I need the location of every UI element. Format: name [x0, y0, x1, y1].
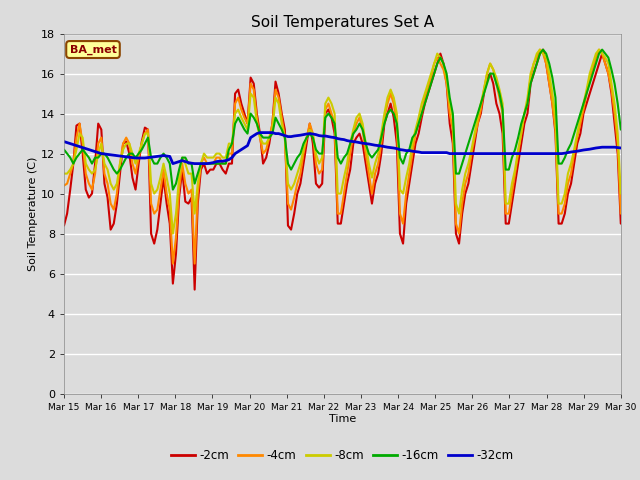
Legend: -2cm, -4cm, -8cm, -16cm, -32cm: -2cm, -4cm, -8cm, -16cm, -32cm [166, 444, 518, 467]
Title: Soil Temperatures Set A: Soil Temperatures Set A [251, 15, 434, 30]
Y-axis label: Soil Temperature (C): Soil Temperature (C) [28, 156, 38, 271]
Text: BA_met: BA_met [70, 44, 116, 55]
X-axis label: Time: Time [329, 414, 356, 424]
